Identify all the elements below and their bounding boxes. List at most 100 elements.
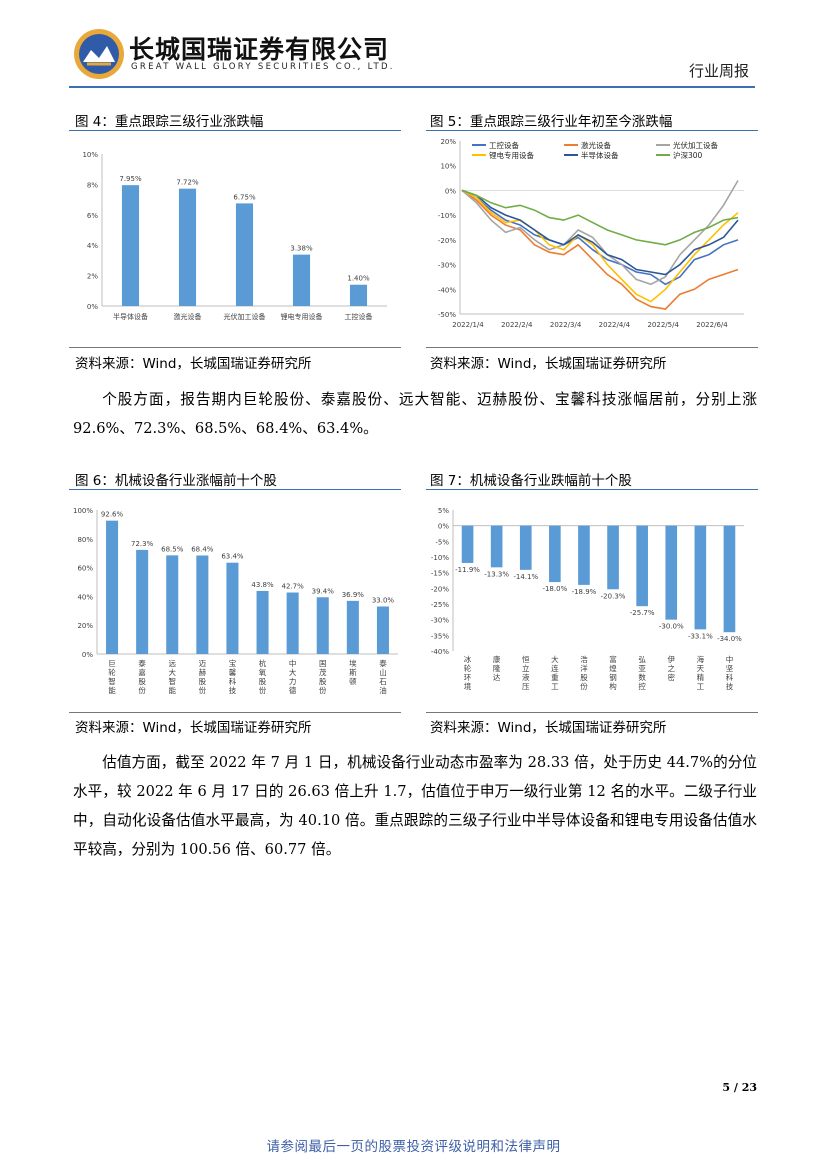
fig6-category-char: 科: [229, 676, 237, 686]
fig7-bar: [723, 525, 736, 633]
fig7-ytick-label: 5%: [438, 507, 449, 515]
fig5-ytick-label: -50%: [438, 311, 456, 319]
fig6-category-char: 大: [169, 667, 177, 677]
fig7-data-label: -18.0%: [542, 585, 567, 593]
fig6-category-char: 德: [289, 685, 297, 695]
fig5-legend-label: 半导体设备: [581, 150, 619, 160]
fig7-category-char: 技: [726, 681, 734, 691]
fig6-category-char: 智: [169, 676, 177, 686]
fig5-source: 资料来源：Wind，长城国瑞证券研究所: [430, 356, 667, 372]
fig7-data-label: -25.7%: [630, 609, 655, 617]
fig6-category-char: 份: [319, 685, 327, 695]
fig5-xtick-label: 2022/3/4: [550, 321, 582, 329]
company-name-en: GREAT WALL GLORY SECURITIES CO., LTD.: [131, 62, 395, 72]
fig6-category-char: 嘉: [138, 667, 146, 677]
fig5-series-line: [461, 180, 739, 286]
fig4-bar: [292, 254, 311, 306]
fig6-category-char: 股: [259, 677, 267, 686]
fig5-xtick-label: 2022/2/4: [501, 321, 533, 329]
fig4-title: 图 4：重点跟踪三级行业涨跌幅: [75, 114, 264, 130]
fig7-title: 图 7：机械设备行业跌幅前十个股: [430, 473, 632, 489]
fig6-bar: [286, 592, 299, 654]
fig7-category-char: 康: [493, 654, 501, 664]
fig7-source: 资料来源：Wind，长城国瑞证券研究所: [430, 720, 667, 736]
fig6-category-char: 顿: [349, 676, 357, 686]
fig7-ytick-label: -10%: [431, 554, 449, 562]
fig6-data-label: 33.0%: [372, 596, 395, 604]
fig6-category-char: 赫: [199, 668, 207, 677]
fig7-category-char: 天: [697, 664, 705, 673]
fig4-bar: [178, 188, 197, 306]
fig6-source: 资料来源：Wind，长城国瑞证券研究所: [75, 720, 312, 736]
fig7-category-char: 连: [551, 663, 559, 673]
fig6-data-label: 68.4%: [191, 546, 214, 554]
fig7-category-char: 股: [580, 673, 588, 682]
fig7-category-char: 坚: [726, 664, 734, 673]
fig4-category-label: 工控设备: [345, 312, 373, 321]
fig7-category-char: 之: [668, 663, 676, 673]
fig7-ytick-label: -5%: [435, 538, 449, 546]
fig6-bar: [256, 590, 269, 654]
fig6-category-char: 中: [289, 658, 297, 668]
fig6-category-char: 埃: [349, 658, 357, 668]
fig6-category-char: 宝: [229, 658, 237, 668]
fig7-category-char: 中: [726, 654, 734, 664]
fig6-data-label: 63.4%: [221, 553, 244, 561]
fig7-category-char: 浩: [580, 654, 588, 664]
fig6-category-char: 力: [289, 676, 297, 686]
fig7-category-char: 境: [464, 681, 472, 691]
fig6-category-char: 氧: [259, 667, 267, 677]
fig7-bar: [549, 525, 561, 583]
header-divider: [69, 86, 755, 88]
fig7-bar: [578, 525, 590, 585]
fig6-bar: [226, 562, 239, 654]
fig7-ytick-label: -25%: [431, 601, 449, 609]
fig5-xtick-label: 2022/6/4: [696, 321, 728, 329]
fig6-category-char: 茂: [319, 667, 327, 677]
fig6-bar: [376, 606, 389, 654]
fig7-category-char: 大: [551, 654, 559, 664]
fig7-data-label: -18.9%: [572, 588, 597, 596]
fig7-bar: [490, 525, 503, 568]
fig6-data-label: 43.8%: [251, 581, 274, 589]
fig6-category-char: 远: [169, 659, 177, 668]
fig6-bar: [136, 549, 149, 654]
fig7-bar: [665, 525, 678, 620]
fig7-chart: 5% 0% -5% -10% -15% -20% -25% -30% -35% -40% -11.9…: [431, 507, 744, 691]
fig4-ytick-label: 8%: [87, 181, 98, 189]
fig7-ytick-label: 0%: [438, 523, 449, 531]
fig5-legend-label: 激光设备: [581, 140, 611, 150]
fig7-data-label: -30.0%: [659, 623, 684, 631]
fig7-data-label: -20.3%: [601, 592, 626, 600]
fig4-ytick-label: 2%: [87, 273, 98, 281]
fig5-ytick-label: -40%: [438, 286, 456, 294]
fig4-bar: [121, 185, 140, 306]
fig7-category-char: 钢: [609, 672, 617, 682]
fig6-data-label: 36.9%: [342, 591, 365, 599]
fig7-ytick-label: -35%: [431, 632, 449, 640]
fig4-source-rule: [69, 347, 401, 348]
fig7-category-char: 恒: [522, 654, 530, 664]
fig5-ytick-label: -10%: [438, 212, 456, 220]
fig5-ytick-label: -30%: [438, 262, 456, 270]
fig4-data-label: 1.40%: [347, 275, 370, 283]
report-type: 行业周报: [688, 62, 749, 80]
fig4-data-label: 7.72%: [176, 179, 199, 187]
fig7-category-char: 压: [522, 682, 530, 691]
fig4-source: 资料来源：Wind，长城国瑞证券研究所: [75, 356, 312, 372]
fig7-category-char: 隆: [493, 663, 501, 673]
fig7-category-char: 工: [697, 682, 705, 691]
fig7-category-char: 份: [580, 681, 588, 691]
fig7-category-char: 伊: [668, 654, 676, 664]
fig7-data-label: -11.9%: [455, 566, 480, 574]
fig6-bar: [106, 520, 119, 654]
fig6-category-char: 份: [138, 685, 146, 695]
fig6-category-char: 石: [379, 677, 387, 686]
fig7-bar: [461, 525, 474, 563]
fig6-data-label: 42.7%: [282, 583, 305, 591]
fig6-data-label: 92.6%: [101, 511, 124, 519]
fig5-series-line: [461, 189, 739, 246]
fig4-data-label: 7.95%: [119, 175, 142, 183]
fig6-category-char: 能: [108, 685, 116, 695]
fig4-bar: [235, 203, 254, 306]
